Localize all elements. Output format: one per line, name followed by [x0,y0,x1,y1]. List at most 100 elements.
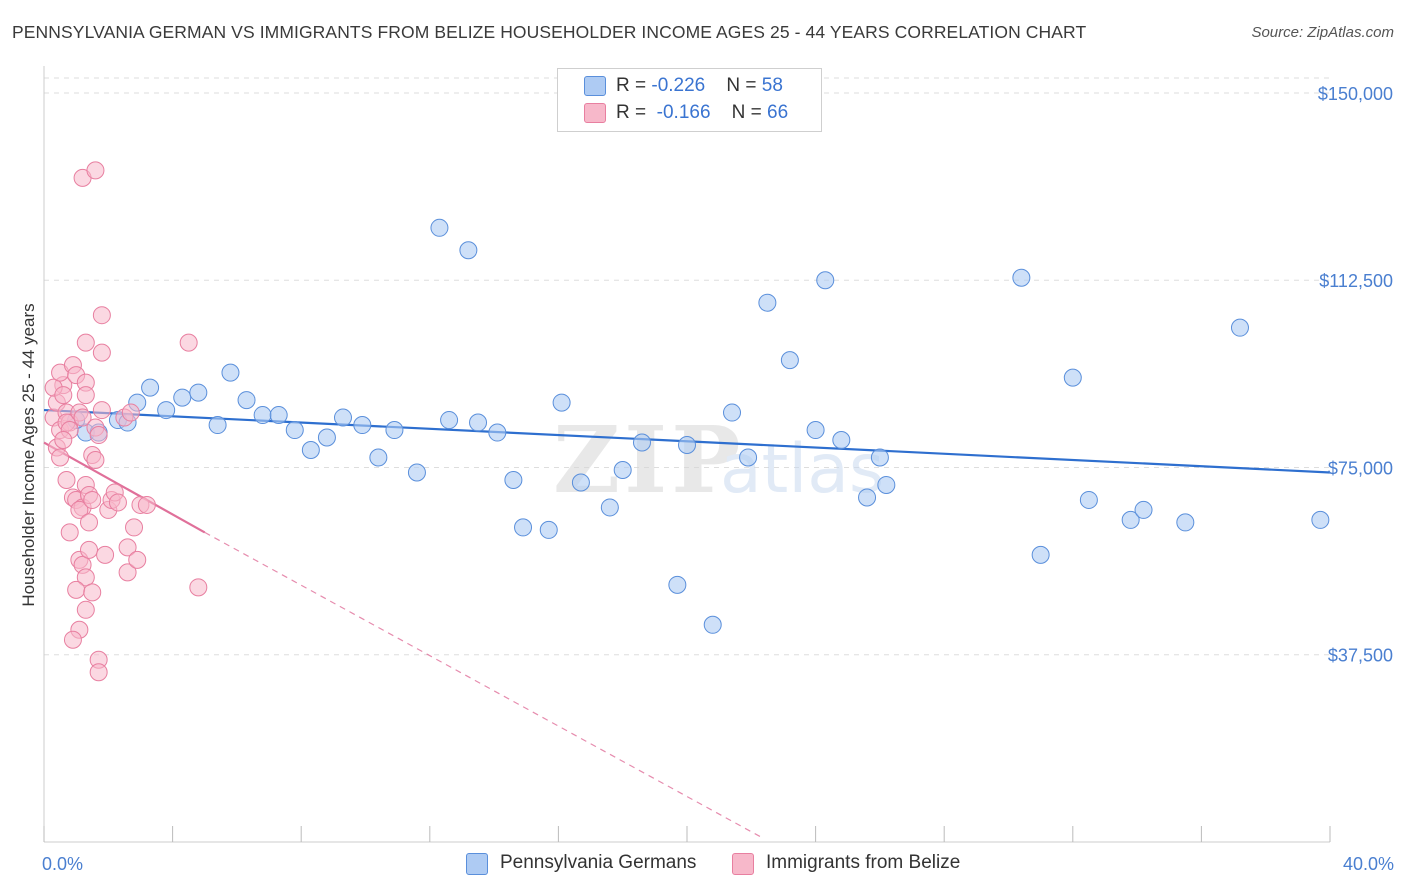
point-immigrants-from-belize [54,431,73,450]
y-axis-label: Householder Income Ages 25 - 44 years [19,303,38,606]
point-pennsylvania-germans [407,463,426,482]
point-pennsylvania-germans [632,433,651,452]
point-pennsylvania-germans [678,436,696,455]
point-pennsylvania-germans [758,293,777,312]
y-tick-label: $112,500 [1319,271,1393,291]
trend-line-belize-extension [204,531,762,838]
svg-text:ZIP: ZIP [553,406,744,514]
legend-swatch-pink [584,103,606,123]
point-pennsylvania-germans [858,488,877,507]
point-immigrants-from-belize [92,401,111,420]
point-pennsylvania-germans [285,421,304,440]
point-immigrants-from-belize [73,408,92,427]
legend-swatch-blue [584,76,606,96]
point-immigrants-from-belize [86,451,105,469]
point-pennsylvania-germans [317,428,336,447]
point-pennsylvania-germans [353,416,372,435]
point-pennsylvania-germans [253,406,272,425]
point-immigrants-from-belize [51,448,70,467]
point-pennsylvania-germans [430,218,449,237]
point-pennsylvania-germans [221,363,240,382]
zipatlas-watermark: ZIP atlas [553,406,884,514]
point-immigrants-from-belize [76,386,95,405]
x-tick-label-min: 0.0% [42,854,83,874]
point-pennsylvania-germans [1012,268,1031,287]
legend-n-label: N = [726,75,762,96]
point-pennsylvania-germans [832,431,851,450]
point-immigrants-from-belize [118,563,137,582]
point-pennsylvania-germans [514,518,533,537]
point-immigrants-from-belize [121,403,140,422]
point-immigrants-from-belize [86,161,105,180]
point-pennsylvania-germans [440,411,459,430]
point-pennsylvania-germans [552,393,571,412]
point-immigrants-from-belize [54,386,73,405]
point-pennsylvania-germans [301,441,320,460]
point-pennsylvania-germans [780,351,799,370]
point-pennsylvania-germans [1079,490,1098,509]
source-credit: Source: ZipAtlas.com [1251,24,1394,41]
point-pennsylvania-germans [157,401,176,420]
bottom-legend-swatch-blue [466,853,488,875]
point-immigrants-from-belize [179,333,198,352]
point-pennsylvania-germans [877,475,896,494]
point-pennsylvania-germans [600,498,619,517]
point-immigrants-from-belize [63,630,82,649]
point-pennsylvania-germans [703,615,722,634]
point-pennsylvania-germans [269,406,288,425]
point-immigrants-from-belize [83,490,102,509]
point-pennsylvania-germans [668,575,687,594]
legend-n-value: 66 [767,102,789,123]
point-immigrants-from-belize [189,578,208,597]
y-tick-label: $75,000 [1328,458,1393,478]
point-pennsylvania-germans [469,413,488,432]
point-pennsylvania-germans [1121,510,1140,529]
point-pennsylvania-germans [369,448,388,467]
point-pennsylvania-germans [739,448,758,467]
point-immigrants-from-belize [83,583,102,602]
point-immigrants-from-belize [128,550,147,569]
point-pennsylvania-germans [1176,513,1195,532]
point-immigrants-from-belize [137,495,156,514]
data-points [44,161,1330,682]
correlation-legend: R = -0.226 N = 58 R = -0.166 N = 66 [557,68,822,132]
point-immigrants-from-belize [92,306,111,325]
point-pennsylvania-germans [459,241,478,260]
point-pennsylvania-germans [870,448,889,467]
bottom-legend-swatch-pink [732,853,754,875]
point-pennsylvania-germans [189,383,208,402]
point-pennsylvania-germans [208,416,227,435]
point-pennsylvania-germans [173,388,192,407]
point-immigrants-from-belize [57,470,76,489]
y-tick-label: $37,500 [1328,646,1393,666]
point-immigrants-from-belize [80,513,99,532]
point-pennsylvania-germans [333,408,352,427]
point-immigrants-from-belize [125,518,144,537]
point-immigrants-from-belize [70,500,89,519]
point-pennsylvania-germans [723,403,742,422]
point-pennsylvania-germans [141,378,160,397]
point-immigrants-from-belize [89,426,108,445]
point-pennsylvania-germans [613,460,632,479]
point-pennsylvania-germans [1063,368,1082,387]
point-pennsylvania-germans [806,421,825,440]
point-pennsylvania-germans [385,421,404,440]
point-pennsylvania-germans [571,473,590,492]
point-pennsylvania-germans [1230,318,1249,337]
legend-r-label: R = [616,102,652,123]
point-pennsylvania-germans [1311,510,1330,529]
bottom-legend-label: Pennsylvania Germans [500,852,697,873]
chart-title: PENNSYLVANIA GERMAN VS IMMIGRANTS FROM B… [12,22,1087,42]
bottom-legend-label: Immigrants from Belize [766,852,961,873]
point-pennsylvania-germans [816,271,835,290]
legend-n-value: 58 [761,75,783,96]
point-pennsylvania-germans [539,520,558,539]
point-immigrants-from-belize [118,538,137,557]
point-immigrants-from-belize [76,600,95,619]
x-tick-label-max: 40.0% [1343,854,1394,874]
legend-r-label: R = [616,75,652,96]
point-immigrants-from-belize [80,540,99,559]
axes [43,66,1331,843]
trend-line-belize [43,441,206,534]
point-immigrants-from-belize [76,568,95,587]
